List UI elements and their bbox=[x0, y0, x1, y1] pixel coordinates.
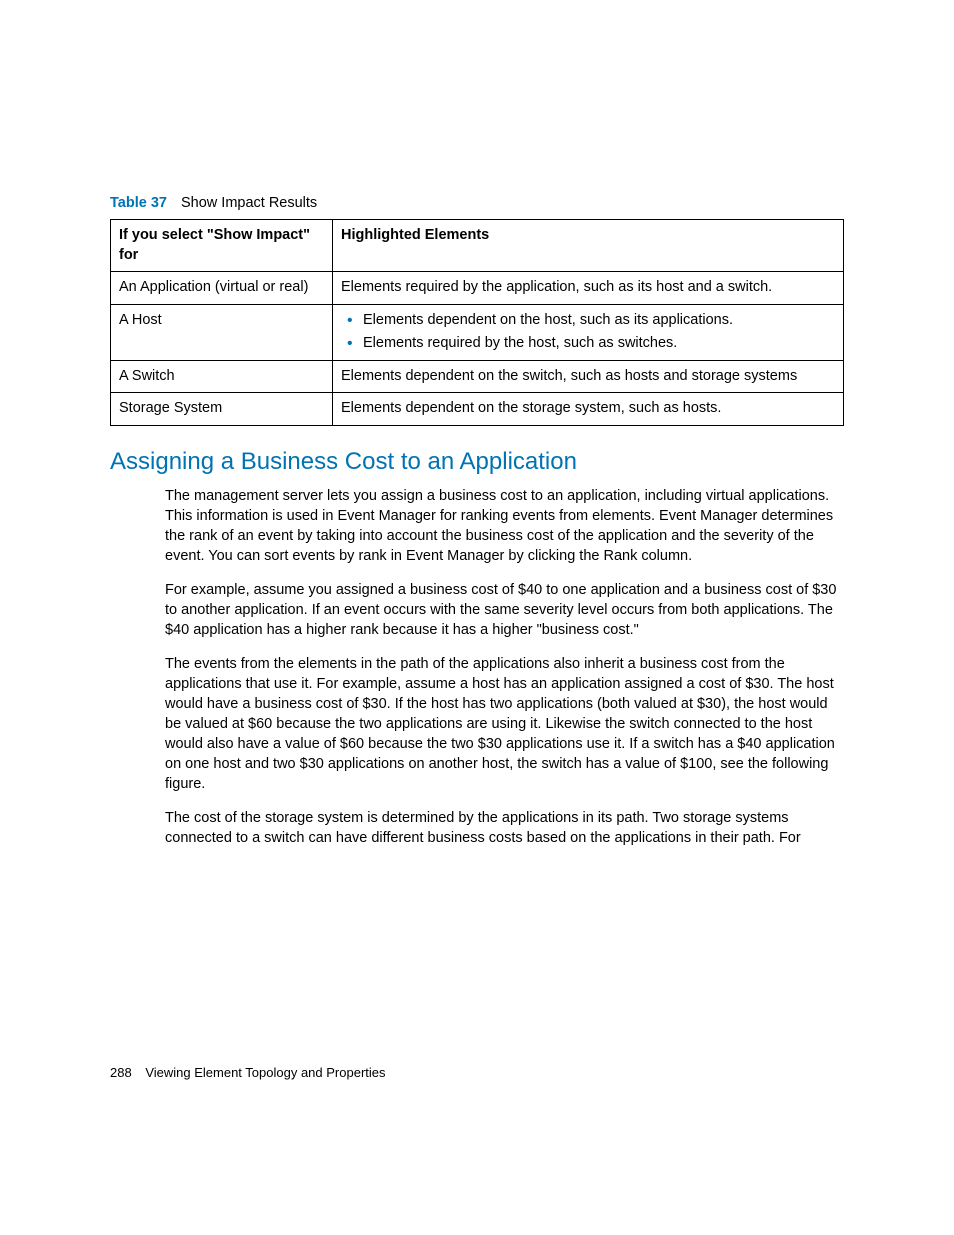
table-cell: Elements dependent on the switch, such a… bbox=[333, 360, 844, 393]
table-cell: Elements required by the application, su… bbox=[333, 272, 844, 305]
list-item: Elements required by the host, such as s… bbox=[363, 334, 835, 354]
table-cell: A Switch bbox=[111, 360, 333, 393]
list-item: Elements dependent on the host, such as … bbox=[363, 311, 835, 331]
table-row: A Host Elements dependent on the host, s… bbox=[111, 304, 844, 360]
table-header-cell: Highlighted Elements bbox=[333, 220, 844, 272]
table-cell: Elements dependent on the host, such as … bbox=[333, 304, 844, 360]
page-number: 288 bbox=[110, 1065, 132, 1080]
table-header-cell: If you select "Show Impact" for bbox=[111, 220, 333, 272]
body-paragraph: The cost of the storage system is determ… bbox=[165, 808, 844, 848]
table-caption: Table 37 Show Impact Results bbox=[110, 195, 844, 211]
body-paragraph: For example, assume you assigned a busin… bbox=[165, 580, 844, 640]
body-paragraph: The management server lets you assign a … bbox=[165, 486, 844, 566]
body-paragraph: The events from the elements in the path… bbox=[165, 654, 844, 794]
cell-bullet-list: Elements dependent on the host, such as … bbox=[341, 311, 835, 354]
table-cell: An Application (virtual or real) bbox=[111, 272, 333, 305]
table-cell: A Host bbox=[111, 304, 333, 360]
table-row: A Switch Elements dependent on the switc… bbox=[111, 360, 844, 393]
table-label: Table 37 bbox=[110, 195, 167, 211]
table-row: Storage System Elements dependent on the… bbox=[111, 393, 844, 426]
table-cell: Elements dependent on the storage system… bbox=[333, 393, 844, 426]
page-footer: 288 Viewing Element Topology and Propert… bbox=[110, 1065, 386, 1080]
table-row: An Application (virtual or real) Element… bbox=[111, 272, 844, 305]
footer-section-title: Viewing Element Topology and Properties bbox=[145, 1065, 385, 1080]
table-header-row: If you select "Show Impact" for Highligh… bbox=[111, 220, 844, 272]
table-caption-text: Show Impact Results bbox=[181, 195, 317, 211]
impact-results-table: If you select "Show Impact" for Highligh… bbox=[110, 219, 844, 426]
table-cell: Storage System bbox=[111, 393, 333, 426]
section-heading: Assigning a Business Cost to an Applicat… bbox=[110, 448, 844, 476]
page-content: Table 37 Show Impact Results If you sele… bbox=[0, 0, 954, 848]
